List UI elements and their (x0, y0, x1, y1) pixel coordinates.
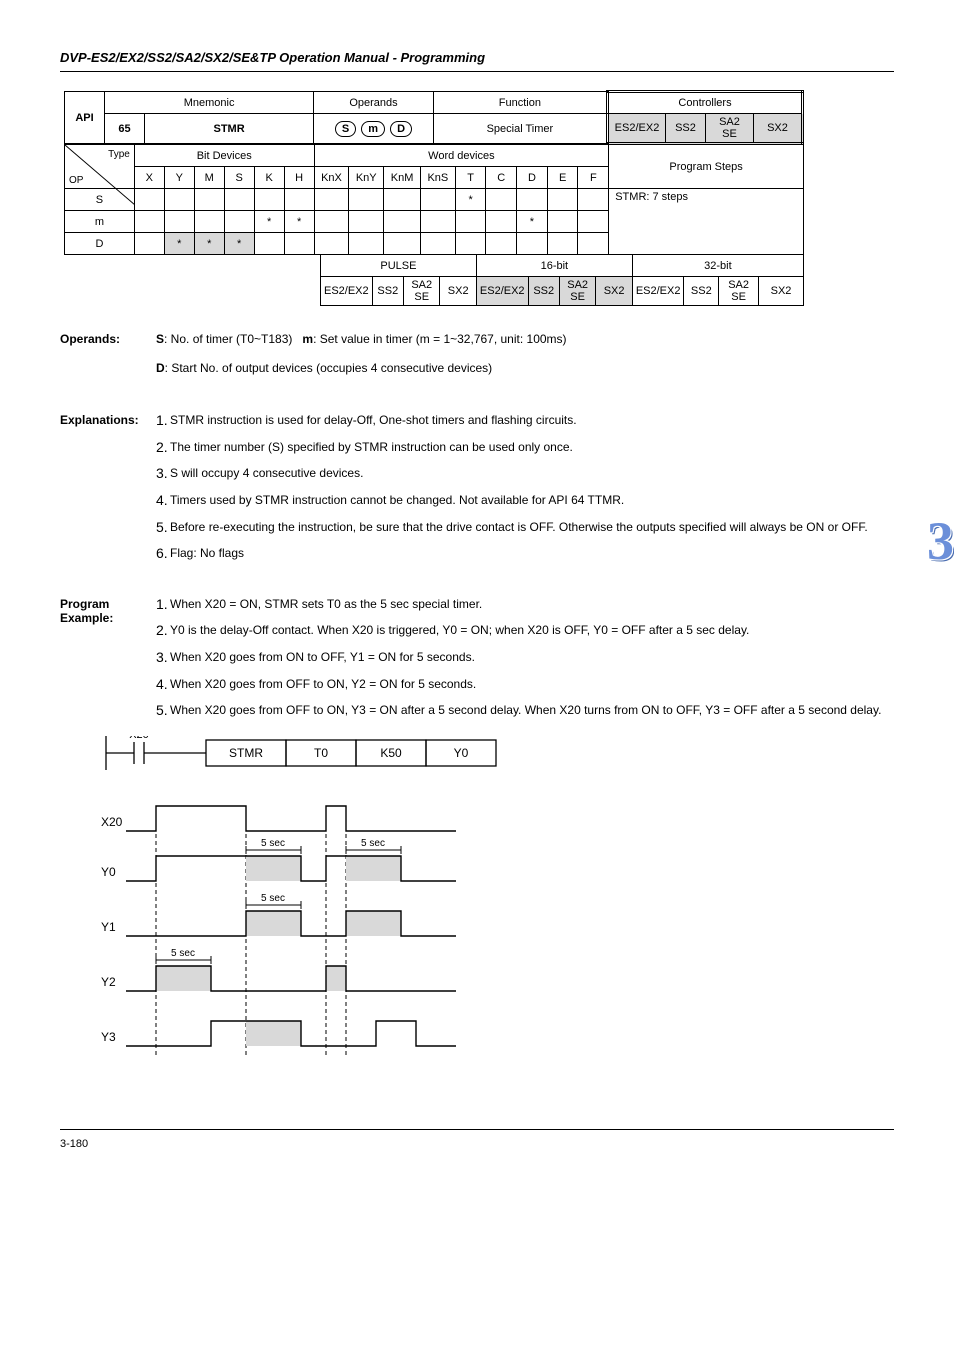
word-devices-header: Word devices (314, 145, 609, 167)
example-item: 1.When X20 = ON, STMR sets T0 as the 5 s… (156, 595, 894, 614)
pill-d: D (390, 121, 412, 137)
function-value: Special Timer (433, 114, 607, 144)
explanations-section: Explanations: 1.STMR instruction is used… (60, 411, 894, 571)
function-header: Function (433, 92, 607, 114)
api-spec-table: API Mnemonic Operands Function Controlle… (64, 90, 804, 145)
api-col-header: API (65, 92, 105, 144)
page-footer: 3-180 (60, 1129, 894, 1150)
diag-header-cell: Type OP (65, 145, 135, 189)
svg-text:5 sec: 5 sec (261, 893, 285, 904)
svg-text:5 sec: 5 sec (171, 948, 195, 959)
explanation-item: 5.Before re-executing the instruction, b… (156, 518, 894, 537)
svg-text:Y0: Y0 (101, 865, 116, 879)
page-header: DVP-ES2/EX2/SS2/SA2/SX2/SE&TP Operation … (60, 50, 485, 65)
controller-cell: SA2 SE (706, 114, 754, 144)
explanations-label: Explanations: (60, 411, 156, 571)
example-item: 3.When X20 goes from ON to OFF, Y1 = ON … (156, 648, 894, 667)
explanation-item: 4.Timers used by STMR instruction cannot… (156, 491, 894, 510)
example-section: Program Example: 1.When X20 = ON, STMR s… (60, 595, 894, 728)
svg-text:Y0: Y0 (454, 746, 469, 760)
svg-text:5 sec: 5 sec (361, 838, 385, 849)
example-item: 4.When X20 goes from OFF to ON, Y2 = ON … (156, 675, 894, 694)
footer-page-number: 3-180 (60, 1138, 88, 1150)
chapter-badge: 3 (927, 510, 954, 572)
pill-m: m (361, 121, 385, 137)
example-item: 2.Y0 is the delay-Off contact. When X20 … (156, 621, 894, 640)
svg-text:X20: X20 (101, 815, 123, 829)
controllers-header: Controllers (608, 92, 803, 114)
svg-text:K50: K50 (380, 746, 402, 760)
example-item: 5.When X20 goes from OFF to ON, Y3 = ON … (156, 701, 894, 720)
svg-text:T0: T0 (314, 746, 328, 760)
explanation-item: 6.Flag: No flags (156, 544, 894, 563)
operand-pills: S m D (314, 114, 434, 144)
mode-strip-table: PULSE 16-bit 32-bit ES2/EX2 SS2 SA2 SE S… (320, 254, 804, 306)
svg-text:Y1: Y1 (101, 920, 116, 934)
timing-diagram: X20 STMR T0 K50 Y0 X20 Y0 (86, 736, 894, 1069)
svg-text:Y2: Y2 (101, 975, 116, 989)
program-steps-header: Program Steps (609, 145, 804, 189)
explanation-item: 2.The timer number (S) specified by STMR… (156, 438, 894, 457)
operands-section: Operands: S: No. of timer (T0~T183) m: S… (60, 330, 894, 387)
explanation-item: 3.S will occupy 4 consecutive devices. (156, 464, 894, 483)
operands-label: Operands: (60, 330, 156, 387)
controller-cell: ES2/EX2 (608, 114, 666, 144)
mnemonic-header: Mnemonic (105, 92, 314, 114)
controller-cell: SX2 (754, 114, 803, 144)
pill-s: S (335, 121, 356, 137)
explanation-item: 1.STMR instruction is used for delay-Off… (156, 411, 894, 430)
svg-text:5 sec: 5 sec (261, 838, 285, 849)
mnemonic-value: STMR (145, 114, 314, 144)
svg-text:X20: X20 (129, 736, 149, 741)
controller-cell: SS2 (666, 114, 706, 144)
operand-matrix-table: Type OP Bit Devices Word devices Program… (64, 144, 804, 255)
svg-text:STMR: STMR (229, 746, 263, 760)
bit-devices-header: Bit Devices (134, 145, 314, 167)
svg-text:Y3: Y3 (101, 1030, 116, 1044)
operands-header: Operands (314, 92, 434, 114)
api-number: 65 (105, 114, 145, 144)
example-label: Program Example: (60, 595, 156, 728)
program-steps-value: STMR: 7 steps (609, 189, 804, 255)
